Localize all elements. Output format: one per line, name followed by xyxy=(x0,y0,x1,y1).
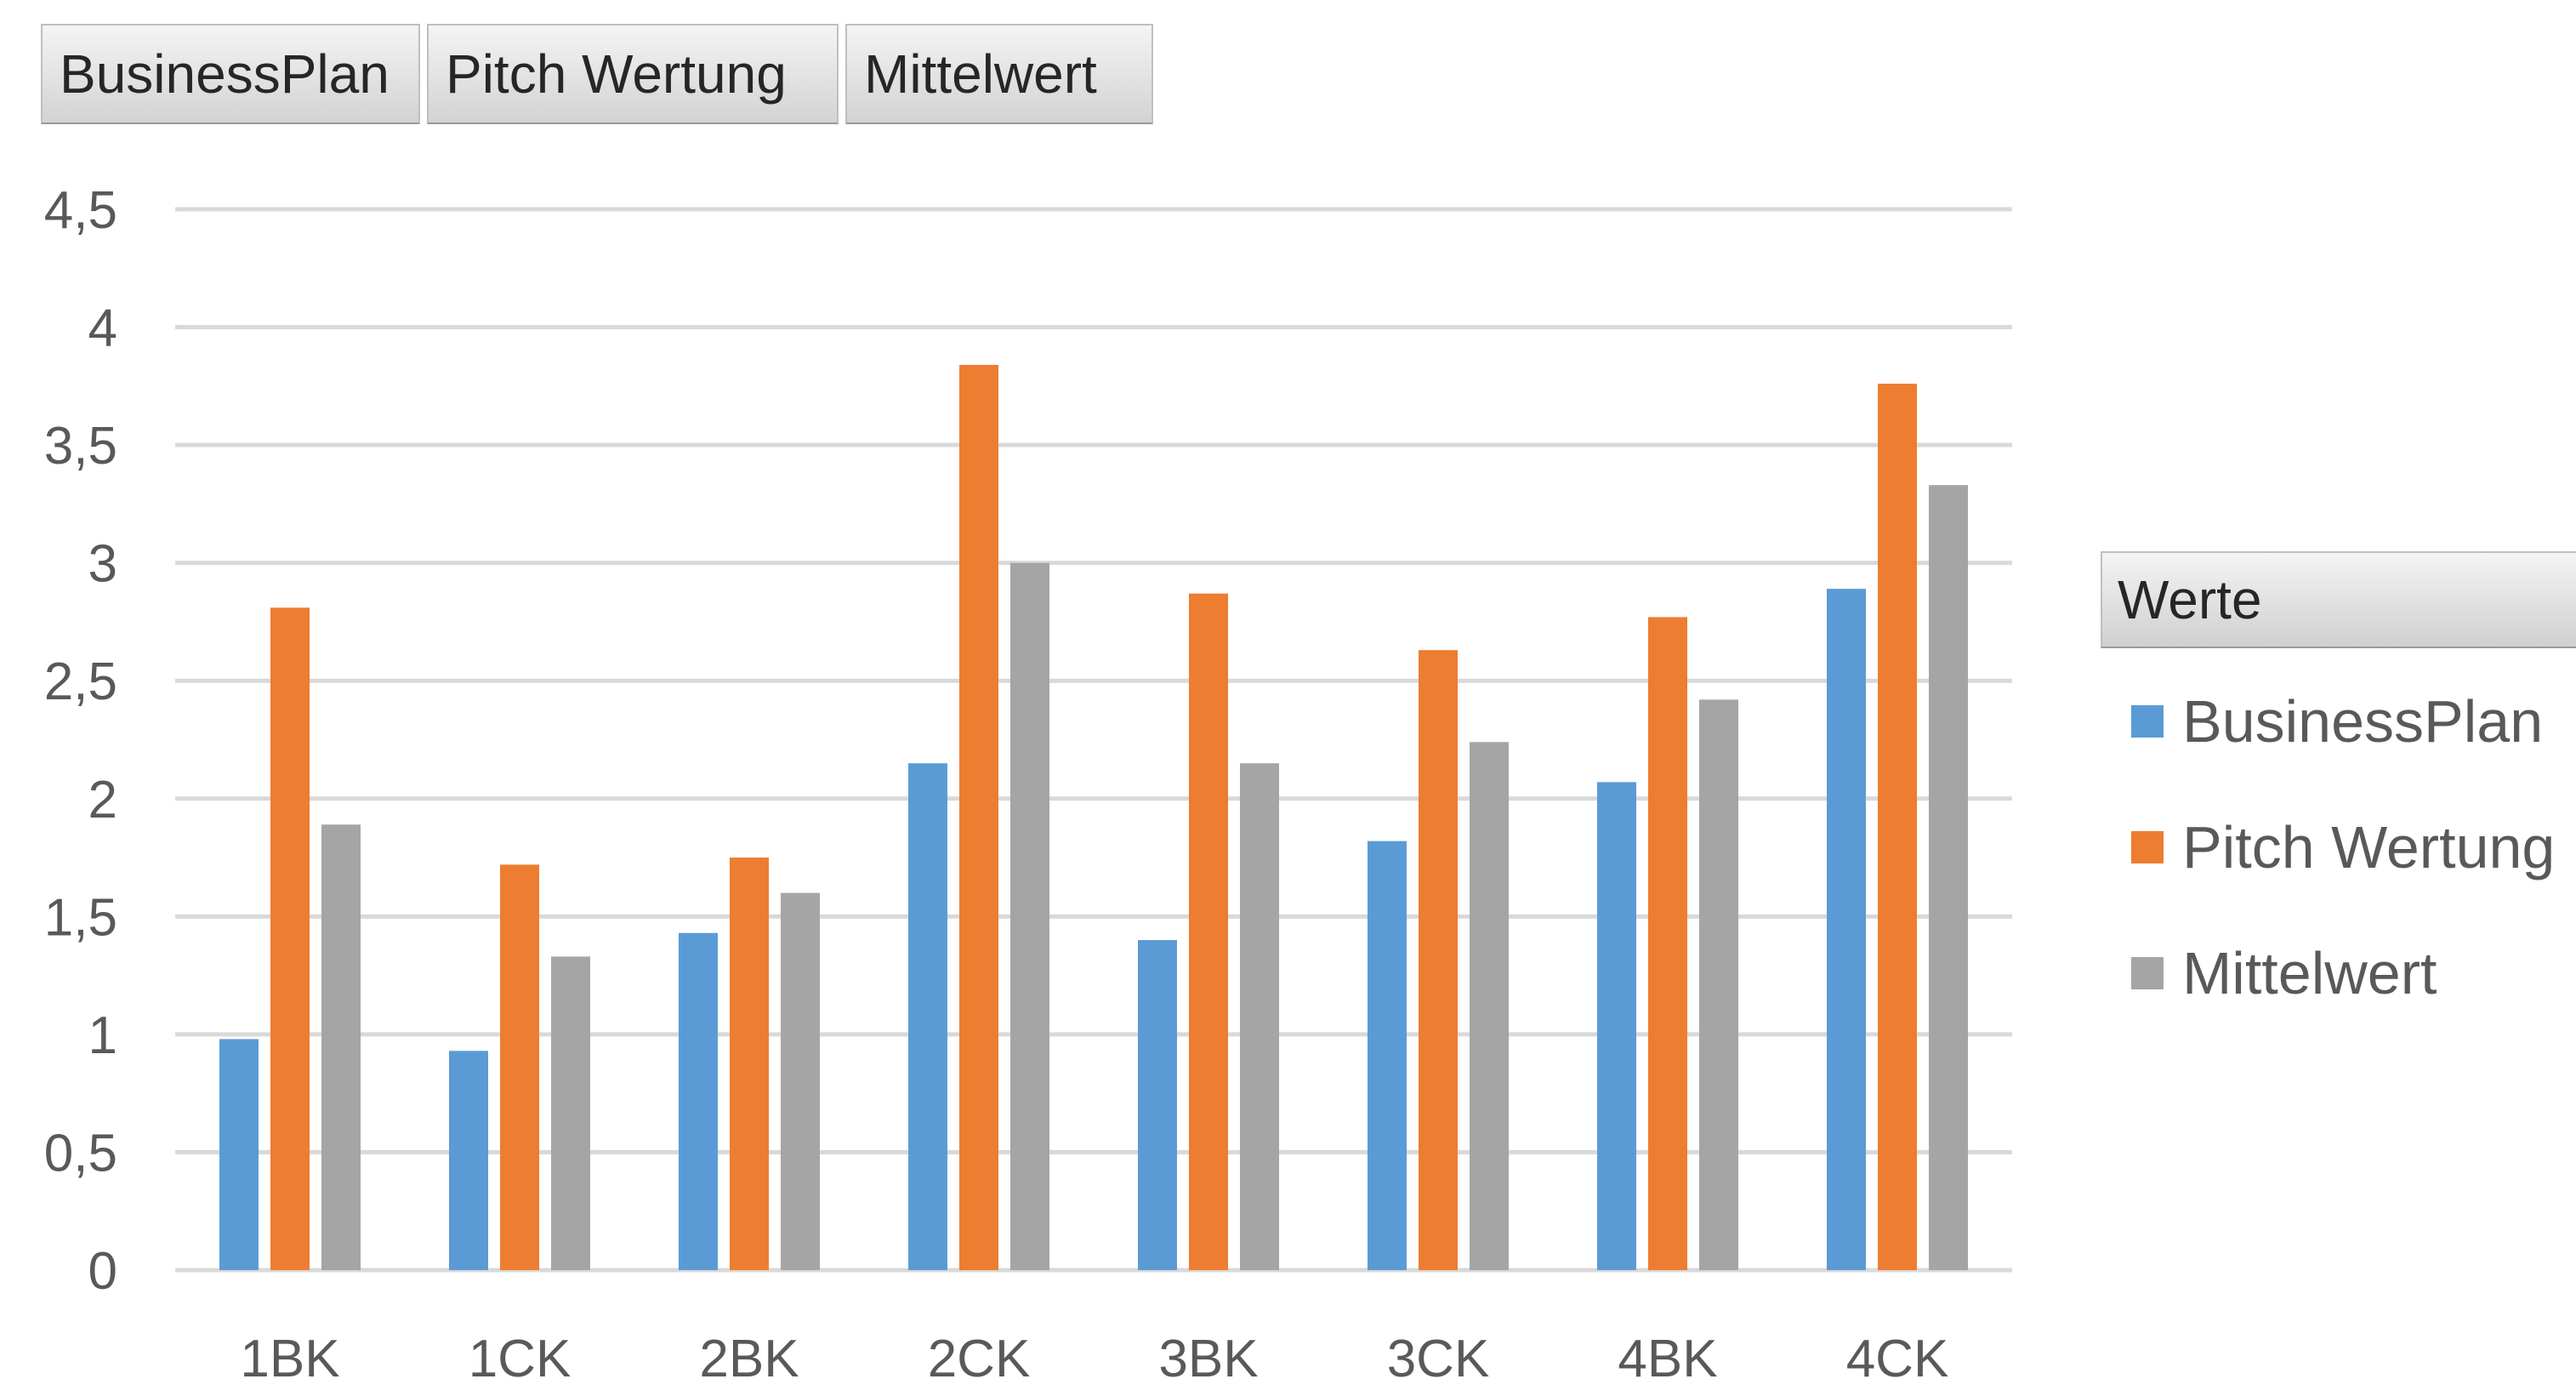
bar-pitch-wertung-1bk xyxy=(270,607,310,1270)
bar-businessplan-2bk xyxy=(679,932,718,1270)
y-tick-label: 3 xyxy=(88,535,117,594)
y-tick-label: 4 xyxy=(88,299,117,358)
x-axis-labels: 1BK 1CK 2BK 2CK 3BK 3CK 4BK 4CK xyxy=(240,1330,1948,1379)
bar-pitch-wertung-3bk xyxy=(1189,593,1228,1270)
y-tick-label: 1,5 xyxy=(44,888,117,947)
bars xyxy=(219,364,1968,1271)
bar-pitch-wertung-4ck xyxy=(1878,384,1917,1270)
x-tick-label: 1BK xyxy=(240,1330,339,1379)
bar-pitch-wertung-1ck xyxy=(500,864,539,1270)
y-tick-label: 1 xyxy=(88,1006,117,1065)
bar-businessplan-3ck xyxy=(1368,841,1407,1270)
bar-mittelwert-2ck xyxy=(1010,562,1049,1270)
y-tick-label: 2,5 xyxy=(44,652,117,711)
bar-businessplan-1bk xyxy=(219,1039,259,1270)
x-tick-label: 3BK xyxy=(1158,1330,1258,1379)
y-tick-label: 0,5 xyxy=(44,1124,117,1182)
x-tick-label: 4CK xyxy=(1846,1330,1949,1379)
legend-label-mittelwert: Mittelwert xyxy=(2182,940,2437,1006)
pivot-button-pitch-wertung[interactable]: Pitch Wertung xyxy=(427,24,839,124)
bar-pitch-wertung-4bk xyxy=(1648,617,1687,1270)
x-tick-label: 3CK xyxy=(1387,1330,1490,1379)
bar-mittelwert-3bk xyxy=(1240,763,1279,1270)
pivot-button-businessplan[interactable]: BusinessPlan xyxy=(41,24,420,124)
y-axis-labels: 0 0,5 1 1,5 2 2,5 3 3,5 4 4,5 xyxy=(44,181,117,1301)
legend-item-businessplan[interactable]: BusinessPlan xyxy=(2131,687,2543,755)
y-tick-label: 2 xyxy=(88,771,117,829)
legend-label-businessplan: BusinessPlan xyxy=(2182,688,2544,755)
x-tick-label: 2BK xyxy=(699,1330,799,1379)
y-tick-label: 4,5 xyxy=(44,181,117,240)
legend-label-pitch-wertung: Pitch Wertung xyxy=(2182,814,2556,880)
x-tick-label: 2CK xyxy=(928,1330,1031,1379)
legend-header-werte[interactable]: Werte xyxy=(2101,551,2576,648)
bar-mittelwert-1ck xyxy=(551,956,590,1270)
bar-mittelwert-2bk xyxy=(781,892,820,1270)
x-tick-label: 4BK xyxy=(1618,1330,1717,1379)
legend-item-pitch-wertung[interactable]: Pitch Wertung xyxy=(2131,813,2555,881)
bar-mittelwert-4ck xyxy=(1929,485,1968,1270)
legend-item-mittelwert[interactable]: Mittelwert xyxy=(2131,939,2437,1007)
legend-swatch-pitch-wertung xyxy=(2131,831,2164,863)
bar-mittelwert-1bk xyxy=(321,824,361,1270)
legend-swatch-mittelwert xyxy=(2131,957,2164,989)
bar-businessplan-3bk xyxy=(1138,940,1177,1270)
y-tick-label: 0 xyxy=(88,1242,117,1301)
bar-businessplan-1ck xyxy=(449,1051,488,1270)
y-tick-label: 3,5 xyxy=(44,417,117,476)
bar-pitch-wertung-3ck xyxy=(1419,650,1458,1270)
bar-businessplan-2ck xyxy=(908,763,947,1270)
bar-pitch-wertung-2ck xyxy=(959,364,998,1271)
bar-businessplan-4bk xyxy=(1597,782,1636,1270)
legend-swatch-businessplan xyxy=(2131,705,2164,738)
x-tick-label: 1CK xyxy=(469,1330,571,1379)
pivot-field-buttons: BusinessPlan Pitch Wertung Mittelwert xyxy=(41,24,1160,124)
pivot-button-mittelwert[interactable]: Mittelwert xyxy=(845,24,1153,124)
bar-mittelwert-3ck xyxy=(1470,742,1509,1270)
legend: Werte BusinessPlan Pitch Wertung Mittelw… xyxy=(2101,551,2576,1006)
bar-pitch-wertung-2bk xyxy=(730,858,769,1270)
bar-businessplan-4ck xyxy=(1827,589,1866,1270)
bar-mittelwert-4bk xyxy=(1699,699,1738,1270)
